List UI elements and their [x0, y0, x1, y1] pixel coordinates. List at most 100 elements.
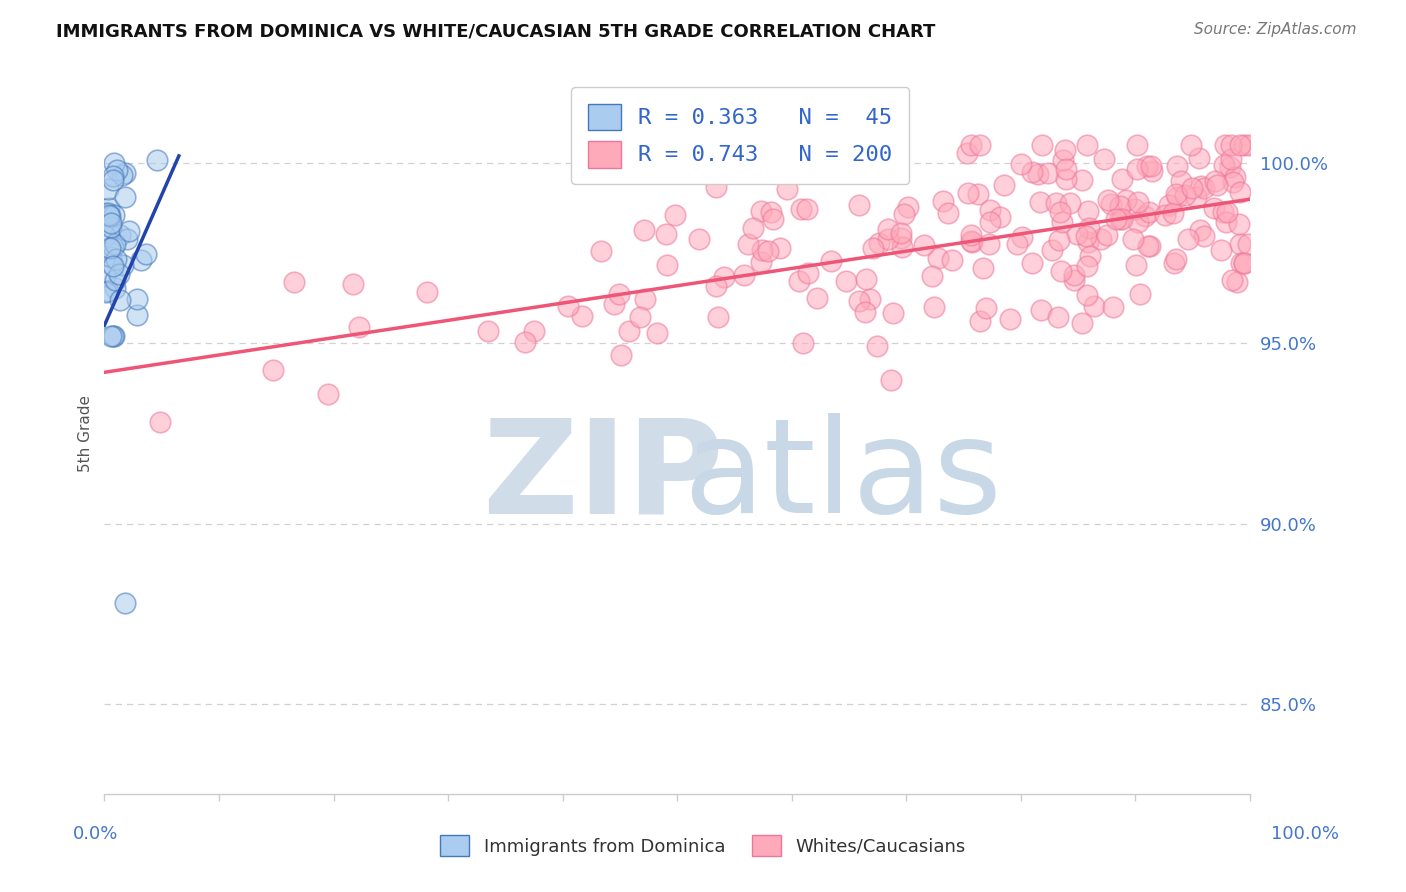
- Point: [1188, 151, 1211, 165]
- Point: [103, 272, 125, 286]
- Point: [513, 334, 536, 349]
- Point: [1092, 152, 1115, 166]
- Point: [1125, 258, 1147, 272]
- Point: [146, 153, 169, 167]
- Point: [657, 258, 679, 272]
- Point: [316, 387, 339, 401]
- Point: [1229, 236, 1251, 251]
- Point: [1126, 161, 1149, 176]
- Point: [1077, 235, 1099, 249]
- Point: [936, 205, 959, 219]
- Point: [927, 252, 949, 266]
- Point: [1188, 223, 1211, 237]
- Text: Source: ZipAtlas.com: Source: ZipAtlas.com: [1194, 22, 1357, 37]
- Point: [1206, 178, 1229, 192]
- Point: [1021, 256, 1043, 270]
- Point: [893, 207, 915, 221]
- Point: [1095, 228, 1118, 243]
- Point: [1166, 160, 1188, 174]
- Point: [1066, 227, 1088, 242]
- Point: [97, 226, 120, 240]
- Point: [97, 182, 120, 196]
- Point: [882, 306, 904, 320]
- Point: [149, 415, 172, 429]
- Point: [1011, 230, 1033, 244]
- Point: [912, 238, 935, 252]
- Point: [100, 329, 122, 343]
- Point: [960, 235, 983, 250]
- Point: [1213, 138, 1236, 153]
- Point: [713, 270, 735, 285]
- Point: [94, 229, 117, 244]
- Point: [998, 312, 1021, 326]
- Point: [1105, 212, 1128, 227]
- Point: [636, 161, 658, 175]
- Point: [1029, 194, 1052, 209]
- Point: [1005, 236, 1028, 251]
- Point: [1180, 181, 1202, 195]
- Point: [957, 186, 980, 200]
- Point: [1077, 203, 1099, 218]
- Point: [664, 208, 686, 222]
- Text: IMMIGRANTS FROM DOMINICA VS WHITE/CAUCASIAN 5TH GRADE CORRELATION CHART: IMMIGRANTS FROM DOMINICA VS WHITE/CAUCAS…: [56, 22, 935, 40]
- Point: [1216, 205, 1239, 219]
- Point: [941, 253, 963, 268]
- Point: [1052, 153, 1074, 167]
- Text: ZIP: ZIP: [482, 413, 724, 541]
- Point: [1076, 288, 1098, 302]
- Point: [114, 190, 136, 204]
- Point: [1122, 231, 1144, 245]
- Text: 100.0%: 100.0%: [1271, 825, 1339, 843]
- Point: [1046, 310, 1069, 325]
- Point: [105, 163, 128, 178]
- Point: [848, 294, 870, 309]
- Point: [1192, 180, 1215, 194]
- Point: [97, 285, 120, 299]
- Point: [1163, 256, 1185, 270]
- Point: [1077, 220, 1099, 235]
- Point: [862, 240, 884, 254]
- Point: [617, 324, 640, 338]
- Point: [1049, 264, 1071, 278]
- Point: [1126, 215, 1149, 229]
- Point: [342, 277, 364, 291]
- Point: [853, 305, 876, 319]
- Point: [704, 279, 727, 293]
- Point: [1140, 159, 1163, 173]
- Point: [100, 220, 122, 235]
- Point: [1090, 232, 1112, 246]
- Point: [1140, 163, 1163, 178]
- Point: [734, 268, 756, 283]
- Point: [1031, 138, 1053, 153]
- Point: [749, 255, 772, 269]
- Text: atlas: atlas: [683, 413, 1002, 541]
- Point: [1045, 196, 1067, 211]
- Legend: Immigrants from Dominica, Whites/Caucasians: Immigrants from Dominica, Whites/Caucasi…: [433, 828, 973, 863]
- Point: [960, 234, 983, 248]
- Point: [654, 227, 676, 241]
- Point: [688, 232, 710, 246]
- Point: [1123, 202, 1146, 217]
- Point: [707, 310, 730, 324]
- Legend: R = 0.363   N =  45, R = 0.743   N = 200: R = 0.363 N = 45, R = 0.743 N = 200: [571, 87, 908, 185]
- Point: [1212, 158, 1234, 172]
- Point: [1161, 206, 1184, 220]
- Point: [1026, 167, 1049, 181]
- Point: [972, 260, 994, 275]
- Point: [104, 280, 127, 294]
- Point: [1109, 211, 1132, 226]
- Point: [104, 237, 127, 252]
- Point: [1076, 259, 1098, 273]
- Point: [855, 272, 877, 286]
- Point: [890, 240, 912, 254]
- Point: [628, 310, 651, 324]
- Point: [1049, 204, 1071, 219]
- Point: [924, 300, 946, 314]
- Point: [1204, 201, 1226, 215]
- Point: [127, 308, 149, 322]
- Point: [114, 166, 136, 180]
- Point: [1102, 300, 1125, 314]
- Point: [108, 293, 131, 307]
- Point: [790, 202, 813, 216]
- Point: [1083, 300, 1105, 314]
